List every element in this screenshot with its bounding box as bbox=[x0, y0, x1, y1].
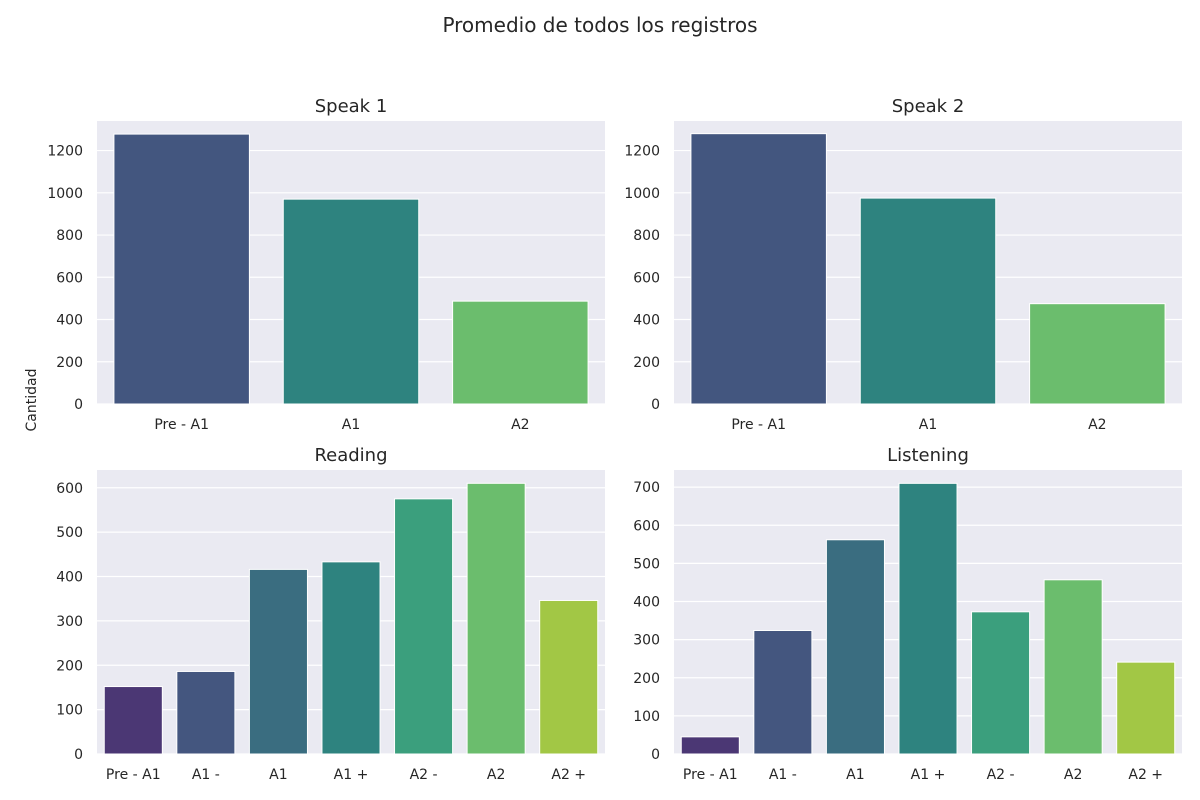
y-tick-label: 600 bbox=[56, 481, 83, 497]
bar bbox=[282, 198, 420, 405]
bar bbox=[680, 736, 740, 755]
x-tick-label: Pre - A1 bbox=[683, 767, 738, 783]
subplot-title: Reading bbox=[314, 445, 387, 466]
bar bbox=[859, 197, 997, 405]
y-axis-label: Cantidad bbox=[24, 369, 40, 432]
subplot-reading: 0 100 200 300 400 500 600 Pre - A1 A1 - A1 A1 + A2 … bbox=[56, 445, 605, 783]
y-tick-label: 1000 bbox=[624, 186, 660, 202]
bar bbox=[1116, 661, 1176, 755]
y-tick-label: 100 bbox=[56, 703, 83, 719]
y-tick-label: 600 bbox=[633, 518, 660, 534]
y-tick-label: 600 bbox=[633, 270, 660, 286]
subplot-title: Speak 1 bbox=[315, 96, 388, 117]
subplot-title: Listening bbox=[887, 445, 969, 466]
y-tick-label: 500 bbox=[633, 556, 660, 572]
x-tick-label: A2 bbox=[511, 417, 529, 433]
x-tick-label: A1 + bbox=[911, 767, 946, 783]
bar bbox=[825, 539, 885, 755]
y-tick-label: 1200 bbox=[47, 144, 83, 160]
x-tick-label: A1 bbox=[342, 417, 360, 433]
y-tick-label: 0 bbox=[74, 397, 83, 413]
x-tick-label: A2 bbox=[487, 767, 505, 783]
x-tick-label: A1 - bbox=[192, 767, 220, 783]
bar bbox=[452, 300, 589, 405]
y-tick-label: 600 bbox=[56, 270, 83, 286]
y-tick-label: 200 bbox=[633, 671, 660, 687]
bar bbox=[248, 568, 308, 755]
bar bbox=[466, 482, 526, 755]
figure-title: Promedio de todos los registros bbox=[442, 13, 757, 37]
x-tick-label: A2 - bbox=[410, 767, 438, 783]
bar bbox=[690, 133, 827, 405]
subplot-speak-1: 0 200 400 600 800 1000 1200 Pre - A1 A1 A2 Speak 1 bbox=[47, 96, 605, 433]
y-tick-label: 800 bbox=[633, 228, 660, 244]
y-tick-label: 400 bbox=[56, 313, 83, 329]
y-tick-label: 200 bbox=[56, 355, 83, 371]
x-tick-label: A1 bbox=[919, 417, 937, 433]
x-tick-label: Pre - A1 bbox=[106, 767, 161, 783]
bar bbox=[971, 611, 1031, 755]
y-tick-label: 400 bbox=[56, 570, 83, 586]
x-tick-label: A2 bbox=[1064, 767, 1082, 783]
y-tick-label: 1000 bbox=[47, 186, 83, 202]
x-tick-label: A1 bbox=[269, 767, 287, 783]
y-tick-label: 0 bbox=[651, 397, 660, 413]
subplot-speak-2: 0 200 400 600 800 1000 1200 Pre - A1 A1 A2 Speak 2 bbox=[624, 96, 1182, 433]
bar bbox=[321, 561, 381, 755]
y-tick-label: 200 bbox=[633, 355, 660, 371]
x-tick-label: A1 + bbox=[334, 767, 369, 783]
x-tick-label: A2 + bbox=[1128, 767, 1163, 783]
y-tick-label: 400 bbox=[633, 313, 660, 329]
y-tick-label: 1200 bbox=[624, 144, 660, 160]
y-tick-label: 700 bbox=[633, 480, 660, 496]
bar bbox=[103, 686, 163, 755]
x-tick-label: A2 - bbox=[987, 767, 1015, 783]
y-tick-label: 800 bbox=[56, 228, 83, 244]
bar bbox=[753, 629, 813, 755]
bar bbox=[1029, 303, 1166, 405]
bar bbox=[1043, 579, 1103, 755]
x-tick-label: A2 + bbox=[551, 767, 586, 783]
y-tick-label: 300 bbox=[633, 633, 660, 649]
x-tick-label: Pre - A1 bbox=[154, 417, 209, 433]
bar bbox=[176, 670, 236, 755]
subplot-listening: 0 100 200 300 400 500 600 700 Pre - A1 A1 - A1 A1 +… bbox=[633, 445, 1182, 783]
y-tick-label: 100 bbox=[633, 709, 660, 725]
x-tick-label: A1 - bbox=[769, 767, 797, 783]
x-tick-label: A2 bbox=[1088, 417, 1106, 433]
y-tick-label: 0 bbox=[74, 747, 83, 763]
bar bbox=[539, 599, 599, 755]
y-tick-label: 300 bbox=[56, 614, 83, 630]
subplot-title: Speak 2 bbox=[892, 96, 965, 117]
y-tick-label: 400 bbox=[633, 595, 660, 611]
y-tick-label: 500 bbox=[56, 525, 83, 541]
y-tick-label: 0 bbox=[651, 747, 660, 763]
bar bbox=[113, 133, 250, 405]
x-tick-label: Pre - A1 bbox=[731, 417, 786, 433]
y-tick-label: 200 bbox=[56, 658, 83, 674]
bar bbox=[394, 498, 454, 755]
bar bbox=[898, 482, 958, 755]
x-tick-label: A1 bbox=[846, 767, 864, 783]
